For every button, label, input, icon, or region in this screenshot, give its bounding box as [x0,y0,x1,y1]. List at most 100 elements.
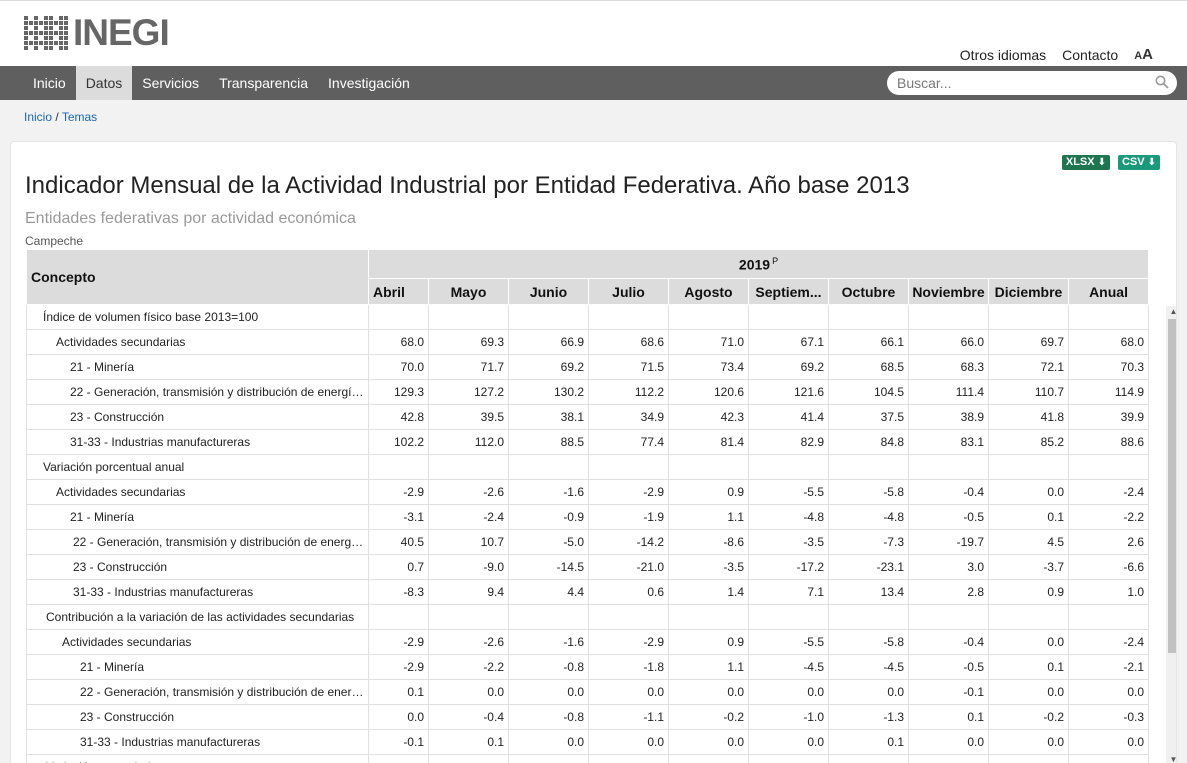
row-value: 1.4 [668,579,749,605]
month-header[interactable]: Diciembre [988,278,1069,305]
row-value: 0.9 [668,479,749,505]
csv-label: CSV [1121,156,1145,168]
month-header[interactable]: Junio [508,278,589,305]
table-row: 22 - Generación, transmisión y distribuc… [26,529,1150,555]
row-value: 69.3 [428,329,509,355]
font-size-toggle[interactable]: AA [1134,46,1153,63]
row-value [588,604,669,630]
row-value: -4.8 [828,504,909,530]
row-value: 10.7 [428,529,509,555]
row-value [668,754,749,763]
table-row: 31-33 - Industrias manufactureras -8.3 9.4… [26,579,1150,605]
table-scrollbar[interactable]: ▲ ▼ [1166,306,1177,763]
row-value: -2.6 [428,629,509,655]
month-header[interactable]: Anual [1067,278,1150,305]
top-links: Otros idiomas Contacto AA [960,46,1153,63]
table-row: 31-33 - Industrias manufactureras 102.2 11… [26,429,1150,455]
row-value: 112.0 [428,429,509,455]
row-value: 130.2 [508,379,589,405]
nav-item-4[interactable]: Investigación [328,75,410,91]
month-header[interactable]: Mayo [428,278,509,305]
row-value: -2.9 [588,629,669,655]
table-row: Actividades secundarias 68.0 69.3 66.9 68.6 7… [26,329,1150,355]
download-icon: ⬇ [1097,157,1106,168]
row-value [828,454,909,480]
nav-item-2[interactable]: Servicios [142,75,200,91]
row-value: -2.2 [1067,504,1150,530]
row-value: -2.4 [428,504,509,530]
row-value: -21.0 [588,554,669,580]
scroll-thumb[interactable] [1168,319,1176,653]
nav-item-1[interactable]: Datos [75,66,133,100]
row-value: 0.0 [988,679,1069,705]
breadcrumb-topics[interactable]: Temas [61,110,98,124]
row-value [368,604,429,630]
table-row: 31-33 - Industrias manufactureras -0.1 0.1… [26,729,1150,755]
month-header[interactable]: Agosto [668,278,749,305]
download-buttons: XLSX ⬇ CSV ⬇ [1061,155,1160,170]
row-value: -4.5 [828,654,909,680]
inegi-logo[interactable]: INEGI [24,14,170,51]
row-value: 0.0 [508,679,589,705]
page-subtitle: Entidades federativas por actividad econ… [25,210,356,227]
row-value: -1.1 [588,704,669,730]
month-header[interactable]: Abril [368,278,429,305]
row-value: -3.5 [668,554,749,580]
row-concept: 23 - Construcción [26,704,369,730]
row-value: 104.5 [828,379,909,405]
row-value [588,454,669,480]
row-value: -9.0 [428,554,509,580]
row-value: -0.4 [428,704,509,730]
month-header[interactable]: Julio [588,278,669,305]
row-value: 129.3 [368,379,429,405]
year-note: P [772,255,779,266]
nav-item-0[interactable]: Inicio [33,75,66,91]
row-value [1067,754,1150,763]
contact-link[interactable]: Contacto [1062,46,1119,63]
row-value: -0.8 [508,704,589,730]
other-languages-link[interactable]: Otros idiomas [959,46,1047,63]
row-value: -1.0 [748,704,829,730]
row-value: 111.4 [908,379,989,405]
search-icon[interactable] [1155,75,1169,89]
table-row: 22 - Generación, transmisión y distribuc… [26,379,1150,405]
month-header[interactable]: Septiem... [748,278,829,305]
row-value: -1.9 [588,504,669,530]
table-row: 23 - Construcción 42.8 39.5 38.1 34.9 42.3 41.… [26,404,1150,430]
row-value: -2.9 [368,654,429,680]
month-header[interactable]: Noviembre [908,278,989,305]
row-value: -2.1 [1067,654,1150,680]
month-header[interactable]: Octubre [828,278,909,305]
row-value: 7.1 [748,579,829,605]
row-value [668,454,749,480]
row-value: 37.5 [828,404,909,430]
scroll-down-arrow-icon[interactable]: ▼ [1169,755,1177,763]
row-value [428,454,509,480]
scroll-up-arrow-icon[interactable]: ▲ [1169,307,1177,316]
row-value: 0.1 [828,729,909,755]
row-value: -2.4 [1067,479,1150,505]
row-value: 0.0 [748,679,829,705]
row-value: -14.5 [508,554,589,580]
row-value: 88.6 [1067,429,1150,455]
row-value: 0.1 [988,504,1069,530]
row-value: 0.7 [368,554,429,580]
row-value: -8.3 [368,579,429,605]
row-value [828,754,909,763]
download-csv-button[interactable]: CSV ⬇ [1117,155,1160,170]
row-value [588,304,669,330]
search-input[interactable] [887,71,1137,95]
table-row: Variación porcentual anual [26,454,1150,480]
row-value: 3.0 [908,554,989,580]
row-value [368,304,429,330]
row-value [748,304,829,330]
table-row: 23 - Construcción 0.0 -0.4 -0.8 -1.1 -0.2 -1.0… [26,704,1150,730]
breadcrumb-home[interactable]: Inicio [24,110,53,124]
download-xlsx-button[interactable]: XLSX ⬇ [1061,155,1110,170]
nav-item-3[interactable]: Transparencia [219,75,309,91]
row-value: -3.1 [368,504,429,530]
row-concept: Variación porcentual anual [26,454,369,480]
row-value: 2.6 [1067,529,1150,555]
row-value: 0.6 [588,579,669,605]
row-value: 40.5 [368,529,429,555]
